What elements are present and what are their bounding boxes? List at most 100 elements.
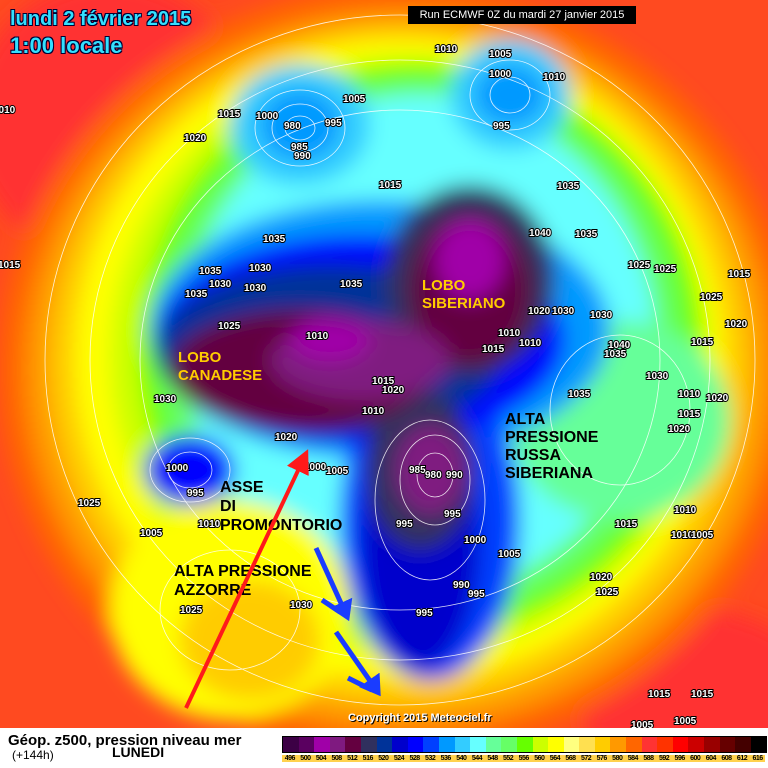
isobar-label: 1010 <box>306 331 329 342</box>
footer: Géop. z500, pression niveau mer (+144h) … <box>0 728 768 768</box>
isobar-label: 1025 <box>218 321 241 332</box>
blue-trough-arrow-1 <box>313 546 353 622</box>
legend-tick-label: 504 <box>313 755 329 762</box>
annotation-alta-azzorre: ALTA PRESSIONE AZZORRE <box>174 563 312 599</box>
legend-tick-label: 532 <box>422 755 438 762</box>
isobar-label: 1015 <box>379 180 402 191</box>
legend-swatch <box>688 737 705 752</box>
legend-tick-label: 588 <box>640 755 657 762</box>
isobar-label: 1010 <box>519 338 542 349</box>
legend-swatch <box>563 737 580 752</box>
legend-tick-label: 600 <box>687 755 704 762</box>
legend-tick-label: 580 <box>609 755 626 762</box>
isobar-label: 1005 <box>674 716 697 727</box>
isobar-label: 990 <box>446 470 463 481</box>
legend-swatch <box>610 737 627 752</box>
isobar-label: 1025 <box>628 260 651 271</box>
isobar-label: 1035 <box>199 266 222 277</box>
legend-tick-label: 524 <box>391 755 407 762</box>
legend-tick-label: 520 <box>375 755 392 762</box>
legend-swatch <box>719 737 736 752</box>
isobar-label: 1020 <box>382 385 405 396</box>
isobar-label: 1030 <box>249 263 272 274</box>
geopotential-field: 1010 1005 1000 1010 995 1015 1000 980 995 1005 985… <box>0 0 768 728</box>
legend-swatch <box>501 737 517 752</box>
legend-tick-label: 496 <box>282 755 298 762</box>
legend-swatch <box>735 737 751 752</box>
isobar-label: 1020 <box>668 424 691 435</box>
legend-tick-label: 528 <box>406 755 423 762</box>
isobar-label: 1035 <box>263 234 286 245</box>
isobar-label: 985 <box>409 465 426 476</box>
isobar-label: 1035 <box>568 389 591 400</box>
legend-swatch <box>532 737 549 752</box>
arrows <box>184 449 381 709</box>
isobar-label: 1010 <box>543 72 566 83</box>
isobar-label: 980 <box>425 470 442 481</box>
isobar-label: 1030 <box>154 394 177 405</box>
isobar-label: 1010 <box>498 328 521 339</box>
legend-swatch <box>594 737 611 752</box>
isobar-label: 1010 <box>674 505 697 516</box>
isobar-label: 1000 <box>166 463 189 474</box>
isobar-label: 1005 <box>498 549 521 560</box>
legend-swatch <box>579 737 595 752</box>
blue-trough-arrow-2 <box>320 597 342 615</box>
legend-tick-label: 572 <box>578 755 594 762</box>
isobar-label: 1010 <box>435 44 458 55</box>
isobar-label: 1030 <box>552 306 575 317</box>
isobar-labels: 1010 1005 1000 1010 995 1015 1000 980 995 1005 985… <box>0 43 752 728</box>
annotation-lobo-canadese: LOBO CANADESE <box>178 349 262 384</box>
legend-tick-label: 536 <box>437 755 454 762</box>
legend-swatch <box>423 737 439 752</box>
lead-time: (+144h) <box>12 748 54 762</box>
isobar-label: 1015 <box>615 519 638 530</box>
legend-tick-label: 596 <box>671 755 688 762</box>
isobar-label: 1000 <box>304 462 327 473</box>
legend-tick-label: 560 <box>531 755 548 762</box>
isobar-label: 1020 <box>706 393 729 404</box>
legend-tick-label: 576 <box>593 755 610 762</box>
isobar-label: 1025 <box>78 498 101 509</box>
isobar-label: 1000 <box>489 69 512 80</box>
legend-swatch <box>329 737 346 752</box>
legend-swatch <box>345 737 361 752</box>
legend-tick-label: 500 <box>297 755 314 762</box>
isobar-label: 1015 <box>372 376 395 387</box>
legend-tick-label: 584 <box>625 755 641 762</box>
isobar-label: 990 <box>453 580 470 591</box>
legend-swatch <box>376 737 393 752</box>
legend-swatch <box>750 737 767 752</box>
isobar-label: 1035 <box>185 289 208 300</box>
legend-swatch <box>704 737 720 752</box>
isobar-label: 1020 <box>725 319 748 330</box>
isobar-label: 1005 <box>140 528 163 539</box>
legend-tick-label: 592 <box>656 755 672 762</box>
legend-swatch <box>657 737 673 752</box>
isobar-label: 1010 <box>0 105 16 116</box>
legend-tick-label: 568 <box>562 755 579 762</box>
isobar-label: 995 <box>416 608 433 619</box>
isobar-label: 1015 <box>678 409 701 420</box>
legend-tick-label: 564 <box>547 755 563 762</box>
isobar-label: 1005 <box>631 720 654 728</box>
isobar-label: 995 <box>187 488 204 499</box>
legend-swatch <box>548 737 564 752</box>
isobar-label: 1010 <box>678 389 701 400</box>
isobar-label: 1030 <box>646 371 669 382</box>
isobar-label: 1000 <box>256 111 279 122</box>
isobar-label: 995 <box>468 589 485 600</box>
isobar-label: 1020 <box>184 133 207 144</box>
isobar-label: 1030 <box>209 279 232 290</box>
annotations: LOBO CANADESE LOBO SIBERIANO ALTA PRESSIONE… <box>174 277 599 599</box>
model-run-label: Run ECMWF 0Z du mardi 27 janvier 2015 <box>408 6 636 24</box>
legend-swatch <box>454 737 471 752</box>
copyright: Copyright 2015 Meteociel.fr <box>348 712 492 724</box>
isobar-label: 1035 <box>604 349 627 360</box>
isobar-label: 1005 <box>489 49 512 60</box>
legend-swatch <box>298 737 315 752</box>
isobar-label: 1005 <box>691 530 714 541</box>
isobar-label: 1015 <box>648 689 671 700</box>
legend-tick-label: 556 <box>515 755 532 762</box>
